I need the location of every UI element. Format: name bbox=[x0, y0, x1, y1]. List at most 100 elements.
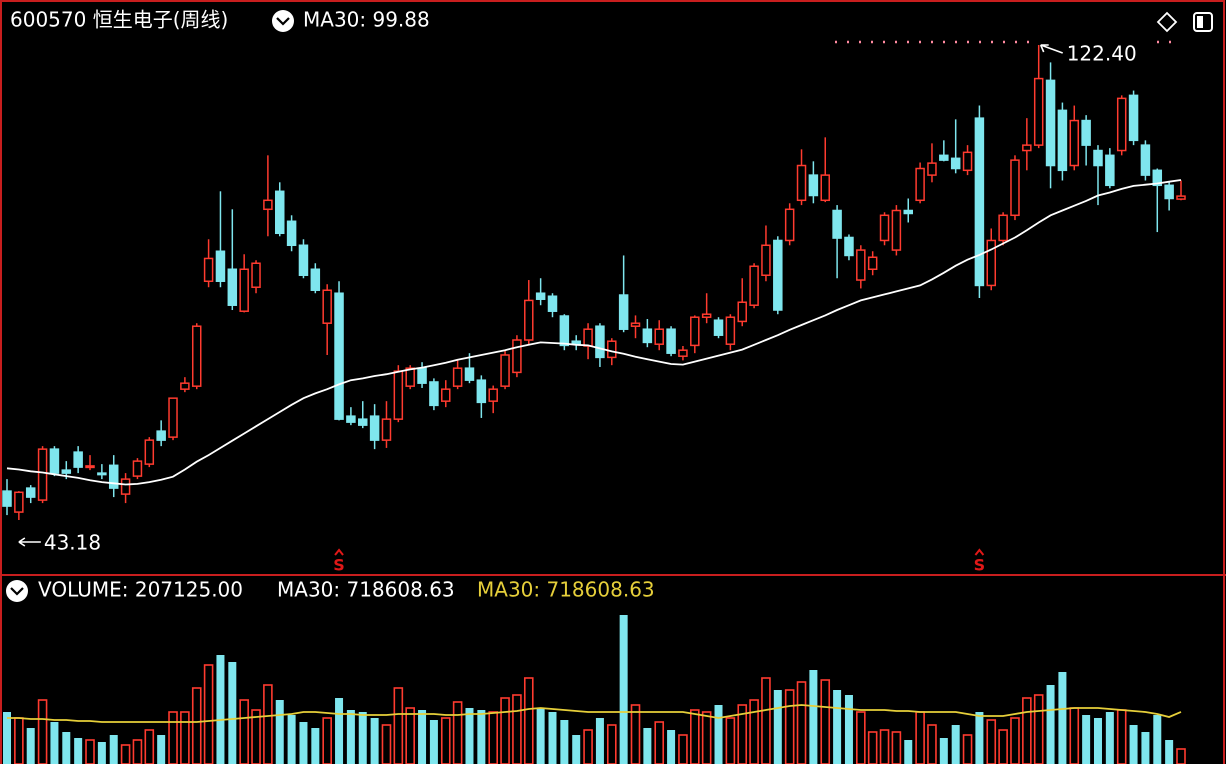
candle-body bbox=[725, 316, 736, 345]
candle-body bbox=[678, 349, 688, 357]
volume-bar bbox=[263, 684, 273, 764]
candle-body bbox=[203, 257, 214, 282]
volume-bar bbox=[287, 715, 296, 764]
layout-icon[interactable] bbox=[1193, 12, 1213, 32]
candle-body bbox=[1010, 159, 1020, 217]
candle-body bbox=[844, 236, 854, 257]
volume-ma30-line bbox=[7, 704, 1182, 723]
volume-bar bbox=[26, 728, 35, 764]
ma-toggle[interactable] bbox=[272, 10, 294, 32]
volume-bar bbox=[418, 710, 427, 764]
candle-body bbox=[642, 328, 653, 344]
volume-bar bbox=[120, 744, 131, 764]
candle-body bbox=[986, 239, 997, 287]
volume-bar bbox=[1058, 672, 1067, 764]
volume-bar bbox=[228, 662, 237, 764]
volume-bar bbox=[833, 690, 842, 764]
volume-bar bbox=[346, 710, 355, 764]
candle-body bbox=[120, 478, 131, 495]
candle-body bbox=[2, 490, 12, 507]
volume-bar bbox=[1129, 725, 1138, 764]
candle-body bbox=[1152, 169, 1163, 187]
candle-body bbox=[1128, 94, 1139, 142]
volume-bar bbox=[85, 739, 95, 764]
candle-body bbox=[701, 313, 712, 318]
volume-bar bbox=[251, 709, 261, 764]
volume-bar bbox=[761, 677, 771, 764]
diamond-icon[interactable] bbox=[1156, 11, 1178, 33]
volume-bar bbox=[37, 699, 48, 764]
candle-body bbox=[1033, 77, 1044, 146]
stock-title: 600570 恒生电子(周线) bbox=[10, 8, 228, 32]
volume-bar bbox=[74, 738, 83, 764]
candle-body bbox=[441, 388, 451, 402]
candle-body bbox=[108, 464, 119, 489]
candle-body bbox=[346, 415, 356, 423]
candle-body bbox=[595, 325, 605, 359]
candle-body bbox=[618, 294, 629, 330]
candle-body bbox=[690, 316, 700, 347]
candle-body bbox=[369, 415, 380, 441]
volume-bar bbox=[523, 677, 534, 764]
volume-bar bbox=[335, 698, 344, 764]
candle-body bbox=[512, 339, 522, 374]
volume-bar bbox=[1141, 732, 1150, 764]
volume-bar bbox=[1069, 707, 1080, 764]
candle-body bbox=[737, 301, 747, 323]
volume-bar bbox=[429, 720, 438, 764]
volume-bar bbox=[1153, 715, 1162, 764]
volume-bar bbox=[904, 740, 913, 764]
candle-body bbox=[974, 117, 985, 287]
candle-body bbox=[1164, 184, 1174, 200]
candle-body bbox=[1140, 144, 1151, 176]
volume-bar bbox=[191, 687, 202, 764]
volume-bar bbox=[239, 699, 249, 764]
candle-body bbox=[393, 370, 404, 420]
volume-bar bbox=[14, 717, 24, 764]
candle-body bbox=[547, 295, 558, 312]
volume-ma-value: MA30: 718608.63 bbox=[277, 578, 455, 602]
candle-body bbox=[476, 379, 487, 404]
candle-body bbox=[132, 460, 143, 477]
candle-body bbox=[1105, 154, 1115, 187]
volume-ma-value-yellow: MA30: 718608.63 bbox=[477, 578, 655, 602]
volume-bar bbox=[820, 679, 831, 764]
volume-bar bbox=[1082, 715, 1091, 764]
volume-bar bbox=[1022, 697, 1032, 764]
volume-bar bbox=[1116, 709, 1127, 764]
volume-bar bbox=[725, 717, 736, 764]
candle-body bbox=[1069, 119, 1080, 167]
volume-bar bbox=[891, 731, 902, 764]
volume-bar bbox=[667, 730, 676, 764]
candle-body bbox=[1176, 195, 1186, 200]
signal-caret bbox=[334, 548, 344, 556]
low-label: 43.18 bbox=[44, 531, 101, 555]
volume-bar bbox=[216, 655, 225, 764]
volume-bar bbox=[784, 689, 795, 764]
volume-bar bbox=[619, 615, 628, 764]
signal-label: S bbox=[974, 556, 986, 575]
volume-toggle[interactable] bbox=[6, 580, 28, 602]
volume-bar bbox=[714, 705, 723, 764]
candle-body bbox=[903, 209, 914, 215]
volume-bar bbox=[962, 734, 973, 764]
volume-bar bbox=[3, 712, 11, 764]
volume-bar bbox=[1010, 717, 1020, 764]
candle-body bbox=[559, 315, 570, 347]
volume-bar bbox=[393, 687, 404, 764]
volume-bar bbox=[322, 717, 332, 764]
volume-bar bbox=[939, 738, 948, 764]
low-arrow bbox=[18, 537, 41, 547]
volume-bar bbox=[370, 718, 379, 764]
volume-bar bbox=[915, 711, 925, 764]
high-arrow bbox=[1039, 44, 1063, 54]
candle-body bbox=[832, 209, 842, 239]
volume-bar bbox=[465, 708, 474, 764]
candle-body bbox=[915, 167, 925, 202]
candle-body bbox=[239, 268, 249, 312]
volume-bar bbox=[405, 707, 415, 764]
candle-body bbox=[630, 322, 641, 327]
candle-body bbox=[535, 292, 546, 300]
volume-bar bbox=[1046, 685, 1055, 764]
